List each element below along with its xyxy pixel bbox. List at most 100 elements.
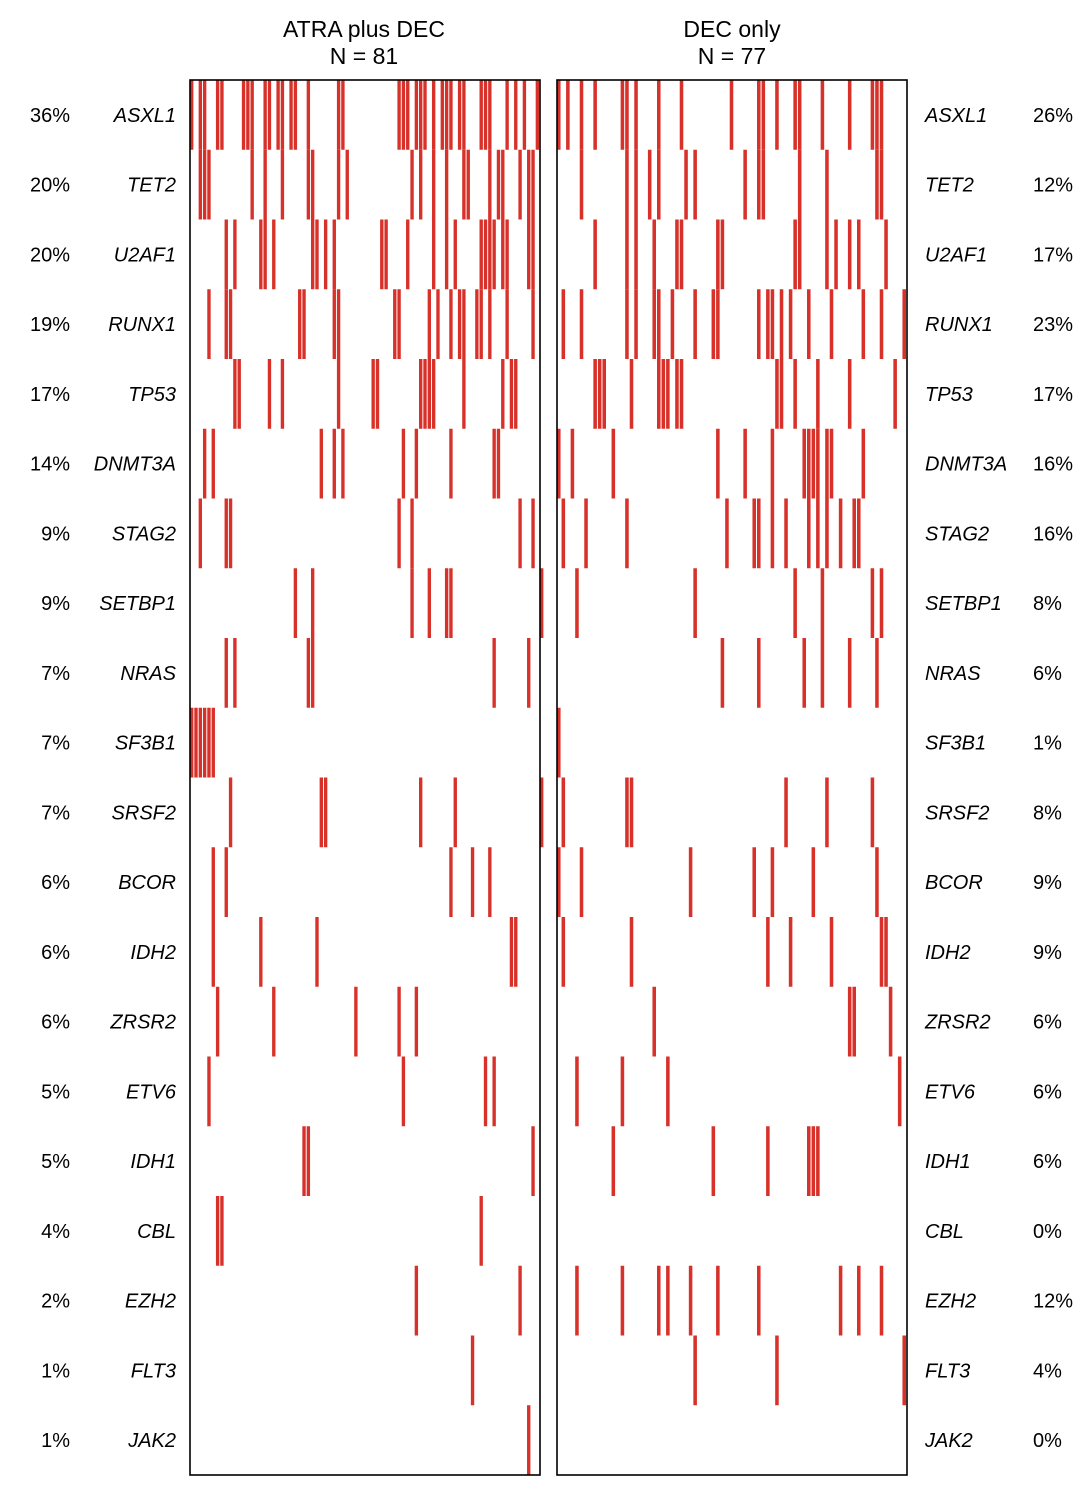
mutation-mark-asxl1-left [336,80,341,150]
mutation-mark-idh2-right [788,917,793,987]
pct-right-runx1: 23% [1033,314,1073,336]
mutation-mark-runx1-right [561,289,566,359]
mutation-mark-bcor-right [557,847,561,917]
pct-right-ezh2: 12% [1033,1291,1073,1313]
pct-left-flt3: 1% [41,1360,70,1382]
mutation-mark-setbp1-right [793,568,797,638]
mutation-mark-sf3b1-left [194,707,198,778]
gene-label-left-setbp1: SETBP1 [99,593,176,615]
row-labels: 36% ASXL1 ASXL1 26% 20% TET2 TET2 12% 20% U2AF1 U2… [30,105,1073,1452]
mutation-mark-stag2-left [224,498,228,569]
mutation-mark-setbp1-left [293,568,298,638]
panel-right-frame [556,79,908,1476]
mutation-mark-asxl1-left [263,80,267,150]
mutation-mark-stag2-left [518,498,522,569]
mutation-mark-stag2-right [584,498,588,569]
mutation-mark-u2af1-left [310,219,315,290]
gene-label-left-u2af1: U2AF1 [114,244,176,266]
mutation-mark-runx1-right [625,289,629,359]
mutation-mark-asxl1-left [431,80,436,150]
mutation-mark-tp53-right [593,359,597,429]
mutation-mark-dnmt3a-right [570,428,575,499]
mutation-mark-asxl1-left [514,80,518,150]
mutation-mark-tp53-right [847,359,852,429]
mutation-mark-etv6-left [207,1056,211,1127]
mutation-mark-u2af1-left [272,219,276,290]
mutation-mark-dnmt3a-left [341,428,345,499]
mutation-mark-etv6-right [897,1056,902,1127]
mutation-mark-asxl1-left [250,80,254,150]
mutation-mark-tp53-right [779,359,784,429]
mutation-mark-runx1-left [228,289,233,359]
mutation-mark-stag2-right [757,498,761,569]
mutation-mark-ezh2-right [838,1265,843,1336]
mutation-mark-stag2-left [410,498,414,569]
mutation-mark-dnmt3a-left [492,428,496,499]
mutation-mark-etv6-left [492,1056,496,1127]
mutation-mark-asxl1-left [462,80,466,150]
mutation-mark-asxl1-left [215,80,220,150]
mutation-mark-runx1-right [670,289,675,359]
mutation-mark-dnmt3a-right [802,428,806,499]
mutation-mark-runx1-right [779,289,784,359]
mutation-mark-tp53-left [501,359,505,429]
mutation-mark-idh1-left [531,1126,535,1196]
pct-left-setbp1: 9% [41,593,70,615]
mutation-mark-tet2-left [419,149,423,220]
pct-right-tet2: 12% [1033,175,1073,197]
mutation-mark-idh2-left [211,917,215,987]
mutation-mark-idh2-left [509,917,514,987]
mutation-mark-u2af1-right [675,219,679,290]
mutation-mark-stag2-right [825,498,829,569]
mutation-mark-setbp1-right [870,568,875,638]
mutation-mark-tp53-left [427,359,432,429]
mutation-mark-tet2-left [263,149,267,220]
mutation-mark-u2af1-right [634,219,638,290]
pct-left-nras: 7% [41,663,70,685]
mutation-mark-asxl1-right [757,80,761,150]
mutation-mark-asxl1-right [634,80,638,150]
mutation-mark-runx1-right [879,289,884,359]
gene-label-right-idh2: IDH2 [925,942,971,964]
mutation-mark-dnmt3a-left [319,428,323,499]
mutation-mark-flt3-right [775,1335,779,1406]
mutation-mark-asxl1-left [246,80,250,150]
panel-right-n: N = 77 [698,43,766,69]
mutation-mark-tp53-right [597,359,602,429]
mutation-mark-u2af1-left [315,219,319,290]
mutation-mark-runx1-right [579,289,584,359]
gene-label-left-flt3: FLT3 [131,1360,176,1382]
mutation-mark-tp53-left [462,359,466,429]
pct-right-setbp1: 8% [1033,593,1062,615]
mutation-mark-asxl1-left [457,80,462,150]
pct-left-dnmt3a: 14% [30,454,70,476]
mutation-mark-u2af1-right [825,219,829,290]
mutation-mark-runx1-left [393,289,397,359]
mutation-mark-asxl1-right [620,80,625,150]
mutation-mark-idh1-left [306,1126,311,1196]
mutation-mark-tet2-left [207,149,211,220]
mutation-mark-runx1-left [449,289,453,359]
mutation-mark-runx1-left [479,289,483,359]
mutation-mark-u2af1-left [531,219,535,290]
mutation-mark-asxl1-left [483,80,488,150]
mutation-mark-nras-left [492,638,496,708]
mutation-mark-setbp1-left [310,568,315,638]
mutation-mark-tet2-left [250,149,254,220]
mutation-mark-u2af1-right [797,219,802,290]
mutation-mark-u2af1-right [593,219,597,290]
pct-left-idh1: 5% [41,1151,70,1173]
mutation-mark-asxl1-left [419,80,423,150]
mutation-mark-stag2-right [838,498,843,569]
mutation-mark-flt3-right [902,1335,906,1406]
mutation-mark-idh2-right [879,917,884,987]
gene-label-right-cbl: CBL [925,1221,964,1243]
mutation-mark-tet2-right [825,149,829,220]
mutation-mark-asxl1-right [875,80,879,150]
mutation-mark-u2af1-left [527,219,531,290]
mutation-mark-ezh2-left [414,1265,419,1336]
mutation-mark-asxl1-left [440,80,444,150]
mutation-mark-srsf2-left [319,777,323,848]
mutation-mark-srsf2-right [629,777,634,848]
mutation-mark-etv6-left [401,1056,406,1127]
